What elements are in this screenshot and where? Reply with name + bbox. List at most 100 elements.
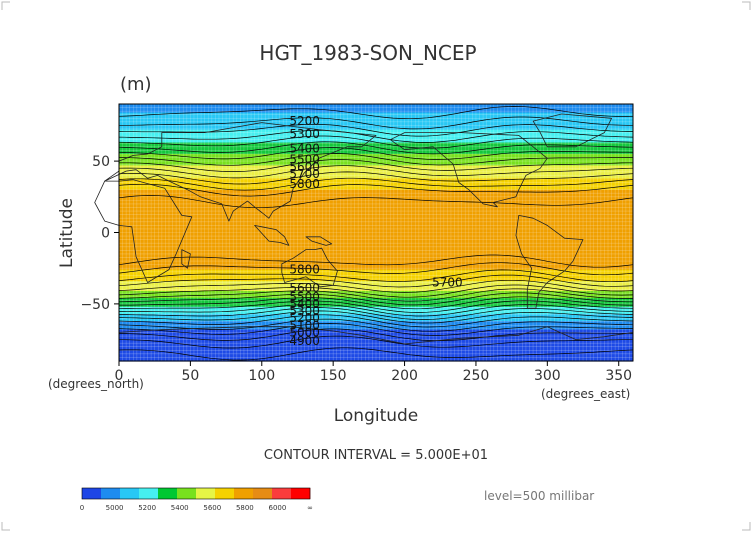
colorbar-swatch	[291, 488, 311, 499]
height-band	[119, 148, 633, 151]
height-band	[119, 145, 633, 148]
contour-line	[118, 300, 634, 313]
height-band	[119, 333, 633, 336]
height-band	[119, 309, 633, 312]
coastline	[94, 179, 193, 283]
height-band	[119, 295, 633, 298]
contour-label: 5200	[289, 114, 320, 128]
height-band	[119, 104, 633, 107]
height-band	[119, 355, 633, 358]
height-band	[119, 343, 633, 346]
height-band	[119, 305, 633, 308]
contour-line	[118, 347, 634, 361]
height-band	[119, 235, 633, 238]
height-band	[119, 356, 633, 359]
contour-line	[118, 123, 634, 137]
contour-line	[118, 328, 634, 342]
height-band	[119, 223, 633, 226]
x-tick-label: 150	[320, 368, 347, 384]
colorbar-label: 0	[80, 504, 84, 512]
height-band	[119, 119, 633, 122]
height-band	[119, 276, 633, 279]
contour-label: 5500	[289, 153, 320, 167]
height-band	[119, 351, 633, 354]
height-band	[119, 158, 633, 161]
height-band	[119, 132, 633, 135]
height-band	[119, 189, 633, 192]
height-band	[119, 248, 633, 251]
x-unit-note: (degrees_east)	[541, 387, 630, 401]
contour-lines	[118, 106, 634, 361]
height-band	[119, 285, 633, 288]
height-band	[119, 246, 633, 249]
contour-line	[118, 307, 634, 320]
height-band	[119, 331, 633, 334]
height-band	[119, 321, 633, 324]
height-band	[119, 109, 633, 112]
height-band	[119, 219, 633, 222]
height-band	[119, 288, 633, 291]
height-band	[119, 315, 633, 318]
height-band	[119, 128, 633, 131]
contour-label: 5600	[289, 160, 320, 174]
coastline	[532, 113, 612, 148]
contour-label: 5200	[289, 311, 320, 325]
height-band	[119, 125, 633, 128]
height-band	[119, 273, 633, 276]
coastline	[254, 225, 290, 246]
contour-label: 5100	[289, 318, 320, 332]
height-band	[119, 216, 633, 219]
contour-line	[118, 177, 634, 191]
contour-line	[118, 288, 633, 302]
height-band	[119, 348, 633, 351]
height-band	[119, 255, 633, 258]
contour-label: 5400	[289, 297, 320, 311]
height-band	[119, 296, 633, 299]
contour-line	[118, 183, 634, 197]
colorbar-label: 6000	[269, 504, 287, 512]
colorbar-swatch	[158, 488, 178, 499]
y-tick-label: −50	[80, 297, 110, 313]
x-tick-label: 0	[115, 368, 124, 384]
height-band	[119, 269, 633, 272]
height-band	[119, 353, 633, 356]
contour-label: 5500	[289, 290, 320, 304]
height-band	[119, 181, 633, 184]
height-band	[119, 182, 633, 185]
height-band	[119, 282, 633, 285]
height-band	[119, 322, 633, 325]
contour-label: 5400	[289, 141, 320, 155]
height-band	[119, 105, 633, 108]
height-band	[119, 208, 633, 211]
height-band	[119, 176, 633, 179]
height-band	[119, 271, 633, 274]
height-band	[119, 185, 633, 188]
colorbar-swatch	[253, 488, 273, 499]
colorbar-swatch	[196, 488, 216, 499]
height-band	[119, 131, 633, 134]
height-band	[119, 338, 633, 341]
colorbar-swatch	[120, 488, 140, 499]
height-band	[119, 166, 633, 169]
colorbar-swatch	[101, 488, 121, 499]
height-band	[119, 286, 633, 289]
height-band	[119, 345, 633, 348]
units-label: (m)	[120, 74, 152, 95]
contour-label: 5800	[289, 177, 320, 191]
height-band	[119, 142, 633, 145]
height-band	[119, 256, 633, 259]
y-axis-ticks: 50 0 −50	[80, 154, 119, 313]
contour-line	[118, 279, 634, 293]
contour-label: 5700	[289, 167, 320, 181]
height-band	[119, 262, 633, 265]
contour-line	[119, 296, 633, 310]
coastline	[281, 247, 338, 288]
contour-line	[118, 165, 634, 179]
height-band	[119, 283, 633, 286]
contour-line	[118, 269, 634, 283]
height-band	[119, 129, 633, 132]
y-tick-label: 50	[92, 154, 110, 170]
colorbar-swatch	[215, 488, 235, 499]
